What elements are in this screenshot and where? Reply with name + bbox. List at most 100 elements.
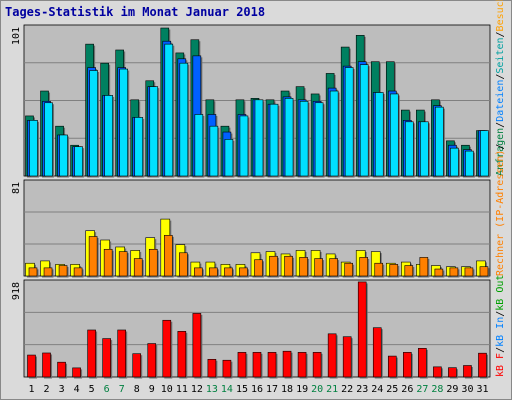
bar-kbytes [207, 358, 217, 378]
x-tick-label: 22 [341, 384, 353, 395]
bar-kbytes [478, 352, 487, 378]
bar-pages [74, 146, 83, 177]
bar-kbytes [162, 319, 172, 378]
bar-pages [435, 106, 444, 177]
bar-kbytes [42, 352, 51, 378]
bar-sites [329, 258, 338, 277]
bar-kbytes [297, 352, 307, 378]
x-tick-label: 18 [281, 384, 293, 395]
x-tick-label: 30 [461, 384, 473, 395]
bar-pages [269, 103, 279, 177]
legend-requests-item: Seiten [495, 37, 506, 73]
x-tick-label: 13 [206, 384, 218, 395]
legend-visits-item: / [495, 144, 506, 150]
x-tick-label: 26 [401, 384, 413, 395]
legend-requests-item: / [495, 31, 506, 37]
bar-pages [119, 68, 128, 177]
legend-requests-item: Anfragen [495, 128, 506, 176]
legend-requests-item: / [495, 74, 506, 80]
bar-sites [194, 267, 203, 277]
bar-pages [179, 62, 189, 177]
bar-pages [44, 102, 53, 177]
x-tick-label: 2 [44, 384, 50, 395]
bar-pages [254, 99, 264, 177]
bar-kbytes [433, 366, 442, 378]
legend-requests-item: / [495, 122, 506, 128]
x-tick-label: 11 [176, 384, 188, 395]
bar-pages [59, 134, 68, 177]
x-tick-label: 7 [119, 384, 125, 395]
x-tick-label: 15 [236, 384, 248, 395]
bar-sites [434, 268, 444, 277]
bar-sites [58, 265, 68, 277]
x-tick-label: 29 [446, 384, 458, 395]
bar-pages [29, 120, 38, 177]
bar-sites [103, 248, 113, 277]
legend-kbytes-item: / [495, 311, 506, 317]
bar-sites [284, 255, 293, 277]
bar-pages [480, 130, 489, 177]
bar-kbytes [418, 348, 427, 378]
bar-sites [118, 251, 128, 277]
bar-kbytes [267, 352, 277, 378]
legend-kbytes-item: kB F [495, 353, 506, 377]
bar-pages [344, 67, 354, 177]
bar-kbytes [222, 359, 232, 378]
x-tick-label: 23 [356, 384, 368, 395]
bar-sites [359, 257, 369, 277]
bar-kbytes [327, 333, 337, 378]
bar-pages [359, 64, 369, 177]
bar-kbytes [87, 329, 96, 378]
x-tick-label: 28 [431, 384, 443, 395]
legend-requests: Anfragen/Dateien/Seiten/Besuche [495, 0, 506, 176]
bar-sites [404, 265, 414, 277]
chart-title: Tages-Statistik im Monat Januar 2018 [5, 5, 266, 19]
bar-sites [449, 267, 459, 277]
x-tick-label: 17 [266, 384, 278, 395]
bar-kbytes [102, 338, 111, 378]
bar-pages [389, 93, 399, 177]
bar-kbytes [132, 353, 142, 378]
bar-sites [133, 258, 143, 277]
x-tick-label: 3 [59, 384, 65, 395]
x-tick-label: 20 [311, 384, 323, 395]
x-tick-label: 19 [296, 384, 308, 395]
bar-kbytes [342, 336, 352, 378]
x-tick-label: 16 [251, 384, 263, 395]
x-tick-label: 12 [191, 384, 203, 395]
bar-sites [314, 258, 323, 277]
bar-sites [88, 236, 98, 277]
bar-kbytes [403, 352, 412, 378]
bar-sites [269, 255, 278, 277]
x-tick-label: 31 [476, 384, 488, 395]
bar-sites [239, 267, 248, 277]
bar-pages [465, 150, 474, 177]
bar-pages [420, 121, 429, 177]
bar-pages [374, 92, 384, 177]
x-tick-label: 6 [104, 384, 110, 395]
bar-kbytes [448, 367, 457, 378]
x-tick-label: 5 [89, 384, 95, 395]
bar-sites [254, 259, 263, 277]
ymax-label-visits: 81 [11, 182, 22, 194]
x-tick-label: 10 [161, 384, 173, 395]
bar-sites [344, 262, 353, 277]
bar-pages [194, 114, 204, 177]
bar-kbytes [387, 355, 397, 378]
bar-sites [224, 267, 233, 277]
x-tick-label: 4 [74, 384, 80, 395]
legend-kbytes-item: / [495, 347, 506, 353]
bar-kbytes [147, 343, 157, 378]
bar-sites [179, 252, 188, 277]
legend-visits-item: Rechner (IP-Adressen) [495, 150, 506, 276]
bar-kbytes [27, 354, 36, 378]
bar-pages [284, 98, 294, 177]
ymax-label-requests: 101 [11, 27, 22, 45]
legend-visits: Rechner (IP-Adressen)/ [495, 144, 506, 276]
bar-sites [419, 257, 429, 277]
bar-pages [405, 121, 414, 177]
bar-pages [209, 125, 219, 177]
bar-pages [164, 43, 174, 177]
bar-sites [299, 257, 308, 277]
